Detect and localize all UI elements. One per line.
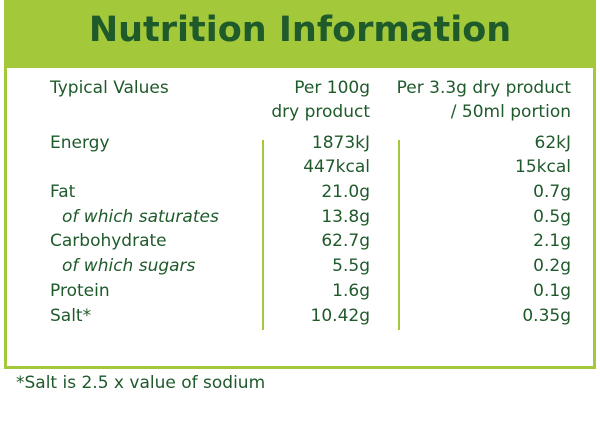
row-label: Salt* (50, 306, 92, 326)
row-label: Carbohydrate (50, 231, 167, 251)
panel-border (4, 0, 596, 369)
header-line: dry product (271, 102, 370, 122)
divider (262, 140, 264, 330)
cell: 62kJ 15kcal (515, 131, 571, 179)
cell: 0.35g (522, 306, 571, 326)
footnote: *Salt is 2.5 x value of sodium (16, 373, 266, 393)
cell: 62.7g (321, 231, 370, 251)
cell: 1873kJ 447kcal (303, 131, 370, 179)
row-label: of which saturates (62, 207, 219, 227)
row-label: Energy (50, 133, 110, 153)
cell: 0.5g (533, 207, 571, 227)
cell: 13.8g (321, 207, 370, 227)
header-line: Per 100g (294, 78, 370, 98)
column-header: Typical Values (50, 78, 169, 98)
header-line: Per 3.3g dry product (396, 78, 571, 98)
column-header: Per 100g dry product (271, 76, 370, 124)
row-label: Protein (50, 281, 110, 301)
cell: 2.1g (533, 231, 571, 251)
header-line: / 50ml portion (450, 102, 571, 122)
cell-line: 62kJ (534, 133, 572, 153)
cell: 1.6g (332, 281, 370, 301)
row-label: of which sugars (62, 256, 196, 276)
cell: 10.42g (310, 306, 370, 326)
header-bar (4, 0, 596, 68)
cell-line: 15kcal (515, 157, 571, 177)
cell: 5.5g (332, 256, 370, 276)
cell-line: 447kcal (303, 157, 370, 177)
cell: 21.0g (321, 182, 370, 202)
title: Nutrition Information (88, 10, 512, 50)
cell: 0.1g (533, 281, 571, 301)
divider (398, 140, 400, 330)
row-label: Fat (50, 182, 76, 202)
cell: 0.2g (533, 256, 571, 276)
column-header: Per 3.3g dry product / 50ml portion (397, 76, 571, 124)
cell: 0.7g (533, 182, 571, 202)
cell-line: 1873kJ (311, 133, 370, 153)
